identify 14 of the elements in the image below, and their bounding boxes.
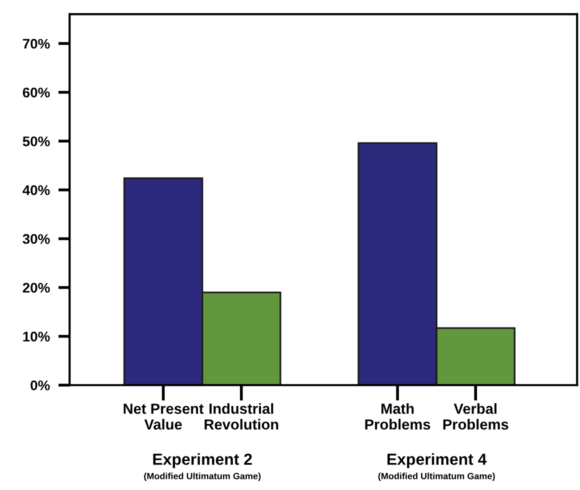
x-tick-label: Verbal Problems bbox=[443, 403, 508, 430]
y-tick-label: 30% bbox=[22, 234, 50, 244]
y-tick-label: 20% bbox=[22, 282, 50, 293]
y-tick-label: 0% bbox=[30, 380, 50, 390]
y-tick-label: 70% bbox=[22, 38, 50, 49]
x-tick-label: Math Problems bbox=[365, 403, 430, 430]
y-tick-label: 40% bbox=[22, 185, 50, 196]
x-tick-label: Industrial Revolution bbox=[204, 403, 278, 430]
text: Experiment 2 (Modified Ultimatum Game) bbox=[144, 453, 261, 482]
y-tick-label: 10% bbox=[23, 332, 50, 342]
x-tick-label: Net Present Value bbox=[124, 404, 204, 430]
y-tick-label: 60% bbox=[22, 88, 50, 98]
y-tick-label: 50% bbox=[22, 136, 50, 146]
text: Experiment 4 (Modified Ultimatum Game) bbox=[378, 453, 495, 482]
